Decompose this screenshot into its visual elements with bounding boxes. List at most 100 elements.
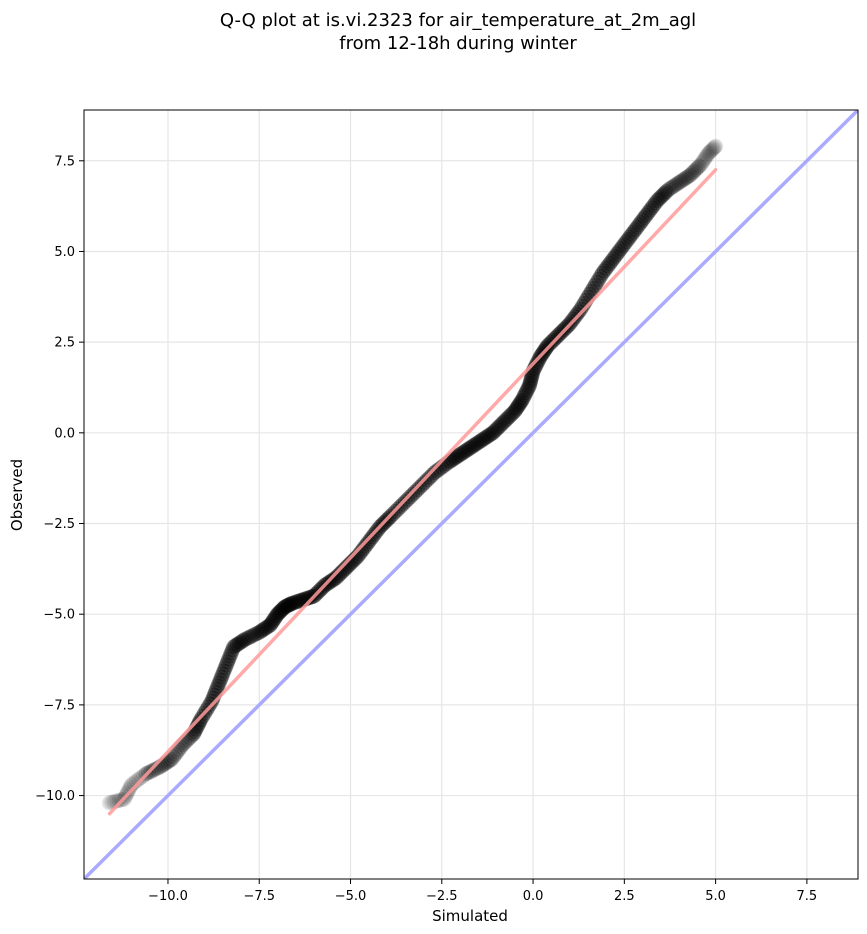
quantile-point	[467, 437, 483, 453]
quantile-point	[424, 467, 440, 483]
quantile-point	[286, 595, 302, 611]
quantile-point	[445, 451, 461, 467]
quantile-point	[210, 678, 226, 694]
quantile-point	[145, 762, 161, 778]
quantile-point	[500, 410, 516, 426]
quantile-point	[618, 234, 634, 250]
quantile-point	[569, 306, 585, 322]
quantile-point	[414, 477, 430, 493]
y-tick-label: −5.0	[43, 608, 75, 623]
quantile-point	[658, 184, 674, 200]
quantile-point	[702, 144, 718, 160]
y-tick-label: −2.5	[43, 517, 75, 532]
quantile-point	[217, 660, 233, 676]
quantile-point	[667, 177, 683, 193]
quantile-point	[211, 675, 227, 691]
quantile-point	[507, 403, 523, 419]
chart-title-line-2: from 12-18h during winter	[339, 33, 577, 54]
quantile-point	[109, 793, 125, 809]
x-axis-label: Simulated	[432, 907, 508, 925]
quantile-point	[357, 538, 373, 554]
x-tick-label: 2.5	[614, 889, 635, 904]
quantile-point	[693, 156, 709, 172]
x-tick-label: 5.0	[705, 889, 726, 904]
quantile-point	[237, 632, 253, 648]
quantile-point	[126, 775, 142, 791]
quantile-point	[228, 638, 244, 654]
quantile-point	[694, 155, 710, 171]
quantile-point	[162, 753, 178, 769]
quantile-point	[528, 358, 543, 374]
quantile-point	[611, 243, 627, 259]
quantile-point	[204, 693, 220, 709]
quantile-point	[647, 195, 663, 211]
quantile-point	[600, 258, 616, 274]
quantile-point	[229, 636, 245, 652]
quantile-point	[625, 224, 641, 240]
quantile-point	[510, 398, 526, 414]
quantile-point	[704, 142, 720, 158]
quantile-point	[459, 442, 475, 458]
grid-lines	[84, 110, 858, 879]
quantile-point	[290, 594, 306, 610]
quantile-point	[627, 222, 643, 238]
quantile-point	[426, 465, 442, 481]
quantile-point	[689, 160, 705, 176]
quantile-point	[422, 470, 438, 486]
quantile-point	[332, 566, 348, 582]
quantile-point	[574, 298, 590, 314]
quantile-point	[263, 615, 279, 631]
quantile-point	[212, 672, 228, 688]
quantile-point	[192, 714, 208, 730]
quantile-point	[487, 423, 503, 439]
quantile-point	[524, 368, 540, 384]
quantile-point	[624, 227, 640, 243]
quantile-point	[474, 432, 490, 448]
chart-title-line-1: Q-Q plot at is.vi.2323 for air_temperatu…	[220, 10, 696, 31]
quantile-point	[190, 716, 206, 732]
quantile-point	[675, 172, 691, 188]
quantile-point	[703, 143, 719, 159]
quantile-point	[302, 589, 318, 605]
quantile-point	[684, 165, 700, 181]
quantile-point	[253, 623, 269, 639]
quantile-point	[523, 370, 539, 386]
quantile-point	[669, 176, 685, 192]
quantile-point	[479, 428, 495, 444]
quantile-point	[633, 214, 649, 230]
quantile-point	[644, 200, 660, 216]
quantile-point	[472, 433, 488, 449]
quantile-point	[447, 450, 463, 466]
quantile-point	[616, 236, 632, 252]
x-tick-label: −5.0	[335, 889, 367, 904]
quantile-point	[235, 633, 251, 649]
quantile-point	[673, 173, 689, 189]
quantile-point	[519, 383, 535, 399]
quantile-point	[698, 149, 714, 165]
quantile-point	[262, 617, 278, 633]
quantile-point	[216, 663, 232, 679]
quantile-point	[589, 274, 605, 290]
quantile-point	[409, 482, 425, 498]
quantile-point	[664, 179, 680, 195]
quantile-point	[691, 158, 707, 174]
quantile-point	[593, 268, 609, 284]
quantile-point	[620, 231, 636, 247]
quantile-point	[450, 448, 466, 464]
quantile-point	[167, 746, 183, 762]
quantile-point	[274, 601, 290, 617]
quantile-point	[330, 568, 346, 584]
quantile-point	[635, 212, 651, 228]
quantile-point	[485, 425, 501, 441]
identity-line	[84, 110, 858, 879]
quantile-point	[417, 474, 433, 490]
quantile-point	[585, 280, 601, 296]
quantile-point	[503, 407, 519, 423]
quantile-point	[260, 618, 276, 634]
quantile-point	[671, 175, 687, 191]
quantile-point	[518, 385, 534, 401]
quantile-point	[688, 162, 704, 178]
quantile-point	[571, 304, 587, 320]
quantile-point	[165, 749, 181, 765]
